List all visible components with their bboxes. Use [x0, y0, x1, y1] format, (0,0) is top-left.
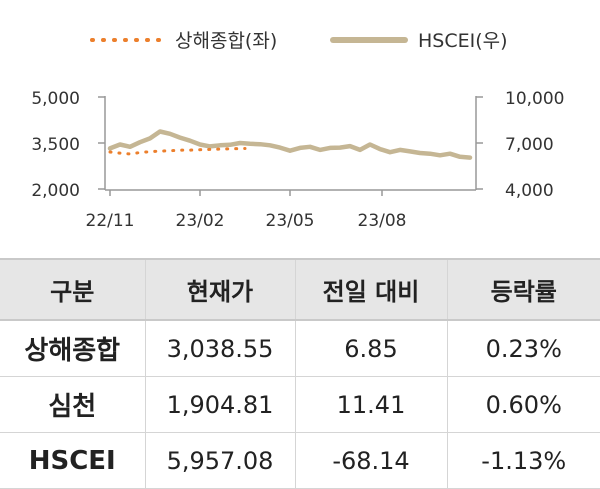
cell-change: 11.41 — [294, 376, 447, 433]
row-label: 상해종합 — [0, 320, 145, 377]
row-label: 심천 — [0, 376, 145, 433]
chart-axes — [98, 96, 483, 196]
right-tick-label: 10,000 — [505, 89, 564, 109]
x-tick-label: 23/08 — [358, 211, 407, 231]
chart-legend: 상해종합(좌) HSCEI(우) — [90, 30, 508, 52]
col-header-category: 구분 — [0, 258, 145, 321]
right-tick-label: 4,000 — [505, 181, 554, 201]
row-label: HSCEI — [0, 432, 145, 489]
series-line-shanghai — [108, 147, 247, 156]
tick-labels: 5,000 3,500 2,000 10,000 7,000 4,000 22/… — [31, 89, 564, 231]
col-header-price: 현재가 — [144, 258, 295, 321]
col-header-rate: 등락률 — [446, 258, 600, 321]
x-tick-label: 23/05 — [266, 211, 315, 231]
table-row: 상해종합 3,038.55 6.85 0.23% — [0, 320, 600, 377]
left-tick-label: 2,000 — [31, 181, 80, 201]
left-tick-label: 3,500 — [31, 135, 80, 155]
cell-change: -68.14 — [294, 432, 447, 489]
x-tick-label: 23/02 — [176, 211, 225, 231]
left-tick-label: 5,000 — [31, 89, 80, 109]
col-header-change: 전일 대비 — [294, 258, 447, 321]
right-tick-label: 7,000 — [505, 135, 554, 155]
cell-rate: 0.23% — [446, 320, 600, 377]
cell-price: 3,038.55 — [144, 320, 295, 377]
table-row: 심천 1,904.81 11.41 0.60% — [0, 376, 600, 433]
chart-area: 상해종합(좌) HSCEI(우) 5,000 3,500 — [31, 30, 564, 231]
index-table-container: 구분 현재가 전일 대비 등락률 상해종합 3,038.55 6.85 0.23… — [0, 258, 600, 489]
table-header-row: 구분 현재가 전일 대비 등락률 — [0, 258, 600, 321]
cell-price: 1,904.81 — [144, 376, 295, 433]
legend-label-series2: HSCEI(우) — [418, 30, 508, 52]
cell-rate: 0.60% — [446, 376, 600, 433]
x-tick-label: 22/11 — [86, 211, 135, 231]
index-table: 구분 현재가 전일 대비 등락률 상해종합 3,038.55 6.85 0.23… — [0, 258, 600, 489]
legend-label-series1: 상해종합(좌) — [175, 30, 277, 52]
cell-change: 6.85 — [294, 320, 447, 377]
series-line-hscei — [107, 129, 473, 160]
cell-price: 5,957.08 — [144, 432, 295, 489]
line-chart: 상해종합(좌) HSCEI(우) 5,000 3,500 — [31, 30, 564, 231]
cell-rate: -1.13% — [446, 432, 600, 489]
table-row: HSCEI 5,957.08 -68.14 -1.13% — [0, 432, 600, 489]
